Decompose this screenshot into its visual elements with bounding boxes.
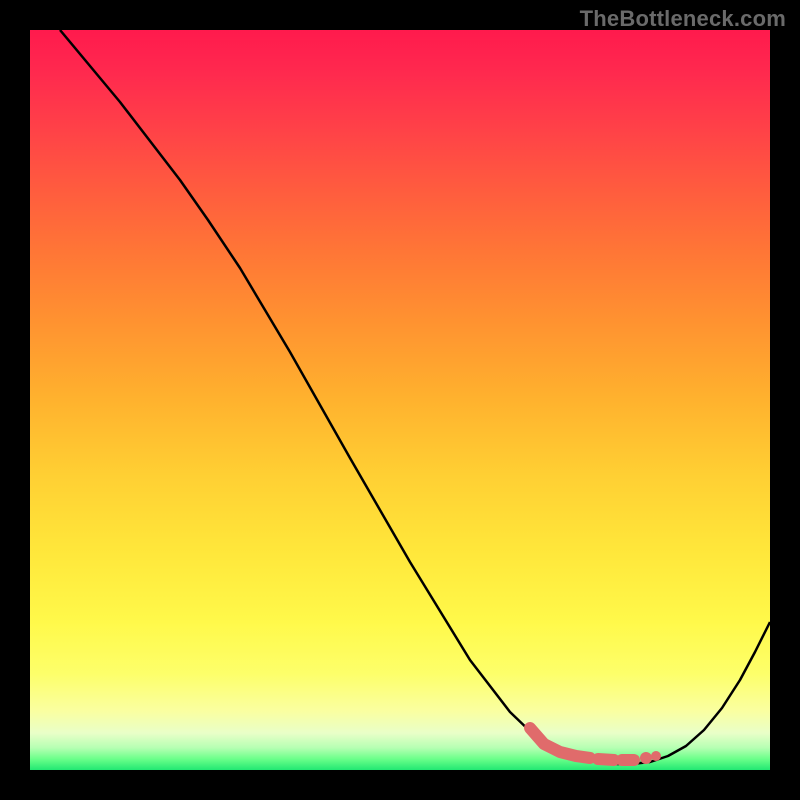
- chart-frame: TheBottleneck.com: [0, 0, 800, 800]
- watermark-text: TheBottleneck.com: [580, 6, 786, 32]
- gradient-background: [30, 30, 770, 770]
- plot-area: [30, 30, 770, 770]
- chart-svg: [30, 30, 770, 770]
